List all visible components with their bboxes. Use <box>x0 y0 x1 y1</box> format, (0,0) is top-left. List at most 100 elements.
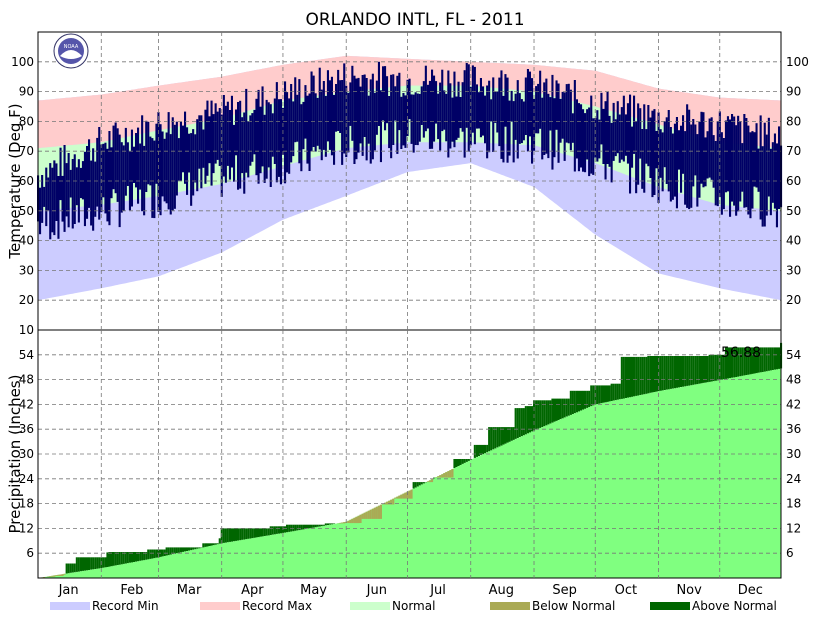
temperature-tick-label-right: 50 <box>786 204 801 218</box>
temperature-tick-label-left: 10 <box>19 323 34 337</box>
daily-temperature-bar <box>253 110 255 154</box>
above-normal-bar <box>694 356 696 384</box>
below-normal-bar <box>51 576 53 577</box>
daily-temperature-bar <box>586 109 588 159</box>
above-normal-bar <box>766 347 768 371</box>
daily-temperature-bar <box>774 134 776 209</box>
daily-temperature-bar <box>682 115 684 174</box>
above-normal-bar <box>637 357 639 396</box>
daily-temperature-bar <box>600 93 602 145</box>
above-normal-bar <box>260 528 262 536</box>
daily-temperature-bar <box>496 92 498 133</box>
above-normal-bar <box>245 528 247 539</box>
above-normal-bar <box>141 552 143 560</box>
above-normal-bar <box>151 550 153 559</box>
daily-temperature-bar <box>466 63 468 128</box>
daily-temperature-bar <box>304 85 306 139</box>
daily-temperature-bar <box>462 82 464 132</box>
above-normal-bar <box>645 357 647 394</box>
above-normal-bar <box>547 400 549 424</box>
above-normal-bar <box>453 459 455 468</box>
temperature-tick-label-right: 80 <box>786 114 801 128</box>
daily-temperature-bar <box>176 122 178 196</box>
above-normal-bar <box>104 557 106 567</box>
above-normal-bar <box>80 557 82 571</box>
daily-temperature-bar <box>309 94 311 172</box>
above-normal-bar <box>209 543 211 546</box>
daily-temperature-bar <box>468 64 470 151</box>
daily-temperature-bar <box>272 113 274 156</box>
above-normal-bar <box>768 347 770 370</box>
above-normal-bar <box>621 357 623 399</box>
below-normal-bar <box>347 521 349 523</box>
daily-temperature-bar <box>721 132 723 215</box>
daily-temperature-bar <box>255 99 257 175</box>
above-normal-bar <box>523 408 525 435</box>
above-normal-bar <box>129 552 131 563</box>
daily-temperature-bar <box>82 161 84 199</box>
daily-temperature-bar <box>325 96 327 157</box>
daily-temperature-bar <box>413 95 415 153</box>
above-normal-bar <box>474 445 476 458</box>
above-normal-bar <box>98 557 100 568</box>
daily-temperature-bar <box>602 109 604 164</box>
daily-temperature-bar <box>625 114 627 155</box>
above-normal-bar <box>709 355 711 382</box>
daily-temperature-bar <box>439 83 441 151</box>
daily-temperature-bar <box>627 103 629 163</box>
daily-temperature-bar <box>584 113 586 172</box>
daily-temperature-bar <box>313 76 315 147</box>
daily-temperature-bar <box>113 126 115 190</box>
daily-temperature-bar <box>135 133 137 187</box>
above-normal-bar <box>598 385 600 403</box>
daily-temperature-bar <box>376 81 378 135</box>
daily-temperature-bar <box>778 126 780 209</box>
temperature-tick-label-right: 30 <box>786 263 801 277</box>
daily-temperature-bar <box>60 148 62 200</box>
above-normal-bar <box>76 557 78 572</box>
precipitation-tick-label-right: 42 <box>786 397 801 411</box>
above-normal-bar <box>504 427 506 444</box>
above-normal-bar <box>715 355 717 381</box>
month-tick-label: Jul <box>429 583 446 598</box>
precipitation-tick-label-right: 30 <box>786 447 801 461</box>
above-normal-bar <box>692 356 694 385</box>
above-normal-bar <box>215 543 217 544</box>
daily-temperature-bar <box>315 93 317 151</box>
above-normal-bar <box>125 552 127 564</box>
above-normal-bar <box>319 525 321 527</box>
above-normal-bar <box>464 459 466 463</box>
above-normal-bar <box>147 550 149 560</box>
daily-temperature-bar <box>535 86 537 133</box>
legend-label: Normal <box>392 599 435 613</box>
below-normal-bar <box>64 574 66 575</box>
daily-temperature-bar <box>621 107 623 160</box>
above-normal-bar <box>86 557 88 570</box>
above-normal-bar <box>498 427 500 446</box>
daily-temperature-bar <box>72 159 74 229</box>
above-normal-bar <box>566 399 568 417</box>
daily-temperature-bar <box>115 123 117 194</box>
above-normal-bar <box>162 550 164 557</box>
above-normal-bar <box>421 482 423 484</box>
daily-temperature-bar <box>94 162 96 217</box>
above-normal-bar <box>78 557 80 571</box>
above-normal-bar <box>525 406 527 434</box>
above-normal-bar <box>668 356 670 389</box>
legend-swatch <box>490 602 530 610</box>
above-normal-bar <box>82 557 84 571</box>
above-normal-bar <box>717 355 719 381</box>
above-normal-bar <box>321 525 323 526</box>
daily-temperature-bar <box>358 78 360 153</box>
daily-temperature-bar <box>492 77 494 152</box>
daily-temperature-bar <box>766 135 768 216</box>
below-normal-bar <box>341 523 343 524</box>
precipitation-tick-label-left: 6 <box>26 546 34 560</box>
daily-temperature-bar <box>211 101 213 186</box>
above-normal-bar <box>609 385 611 401</box>
daily-temperature-bar <box>141 115 143 211</box>
daily-temperature-bar <box>327 70 329 141</box>
daily-temperature-bar <box>388 96 390 148</box>
above-normal-bar <box>272 526 274 534</box>
above-normal-bar <box>568 399 570 416</box>
